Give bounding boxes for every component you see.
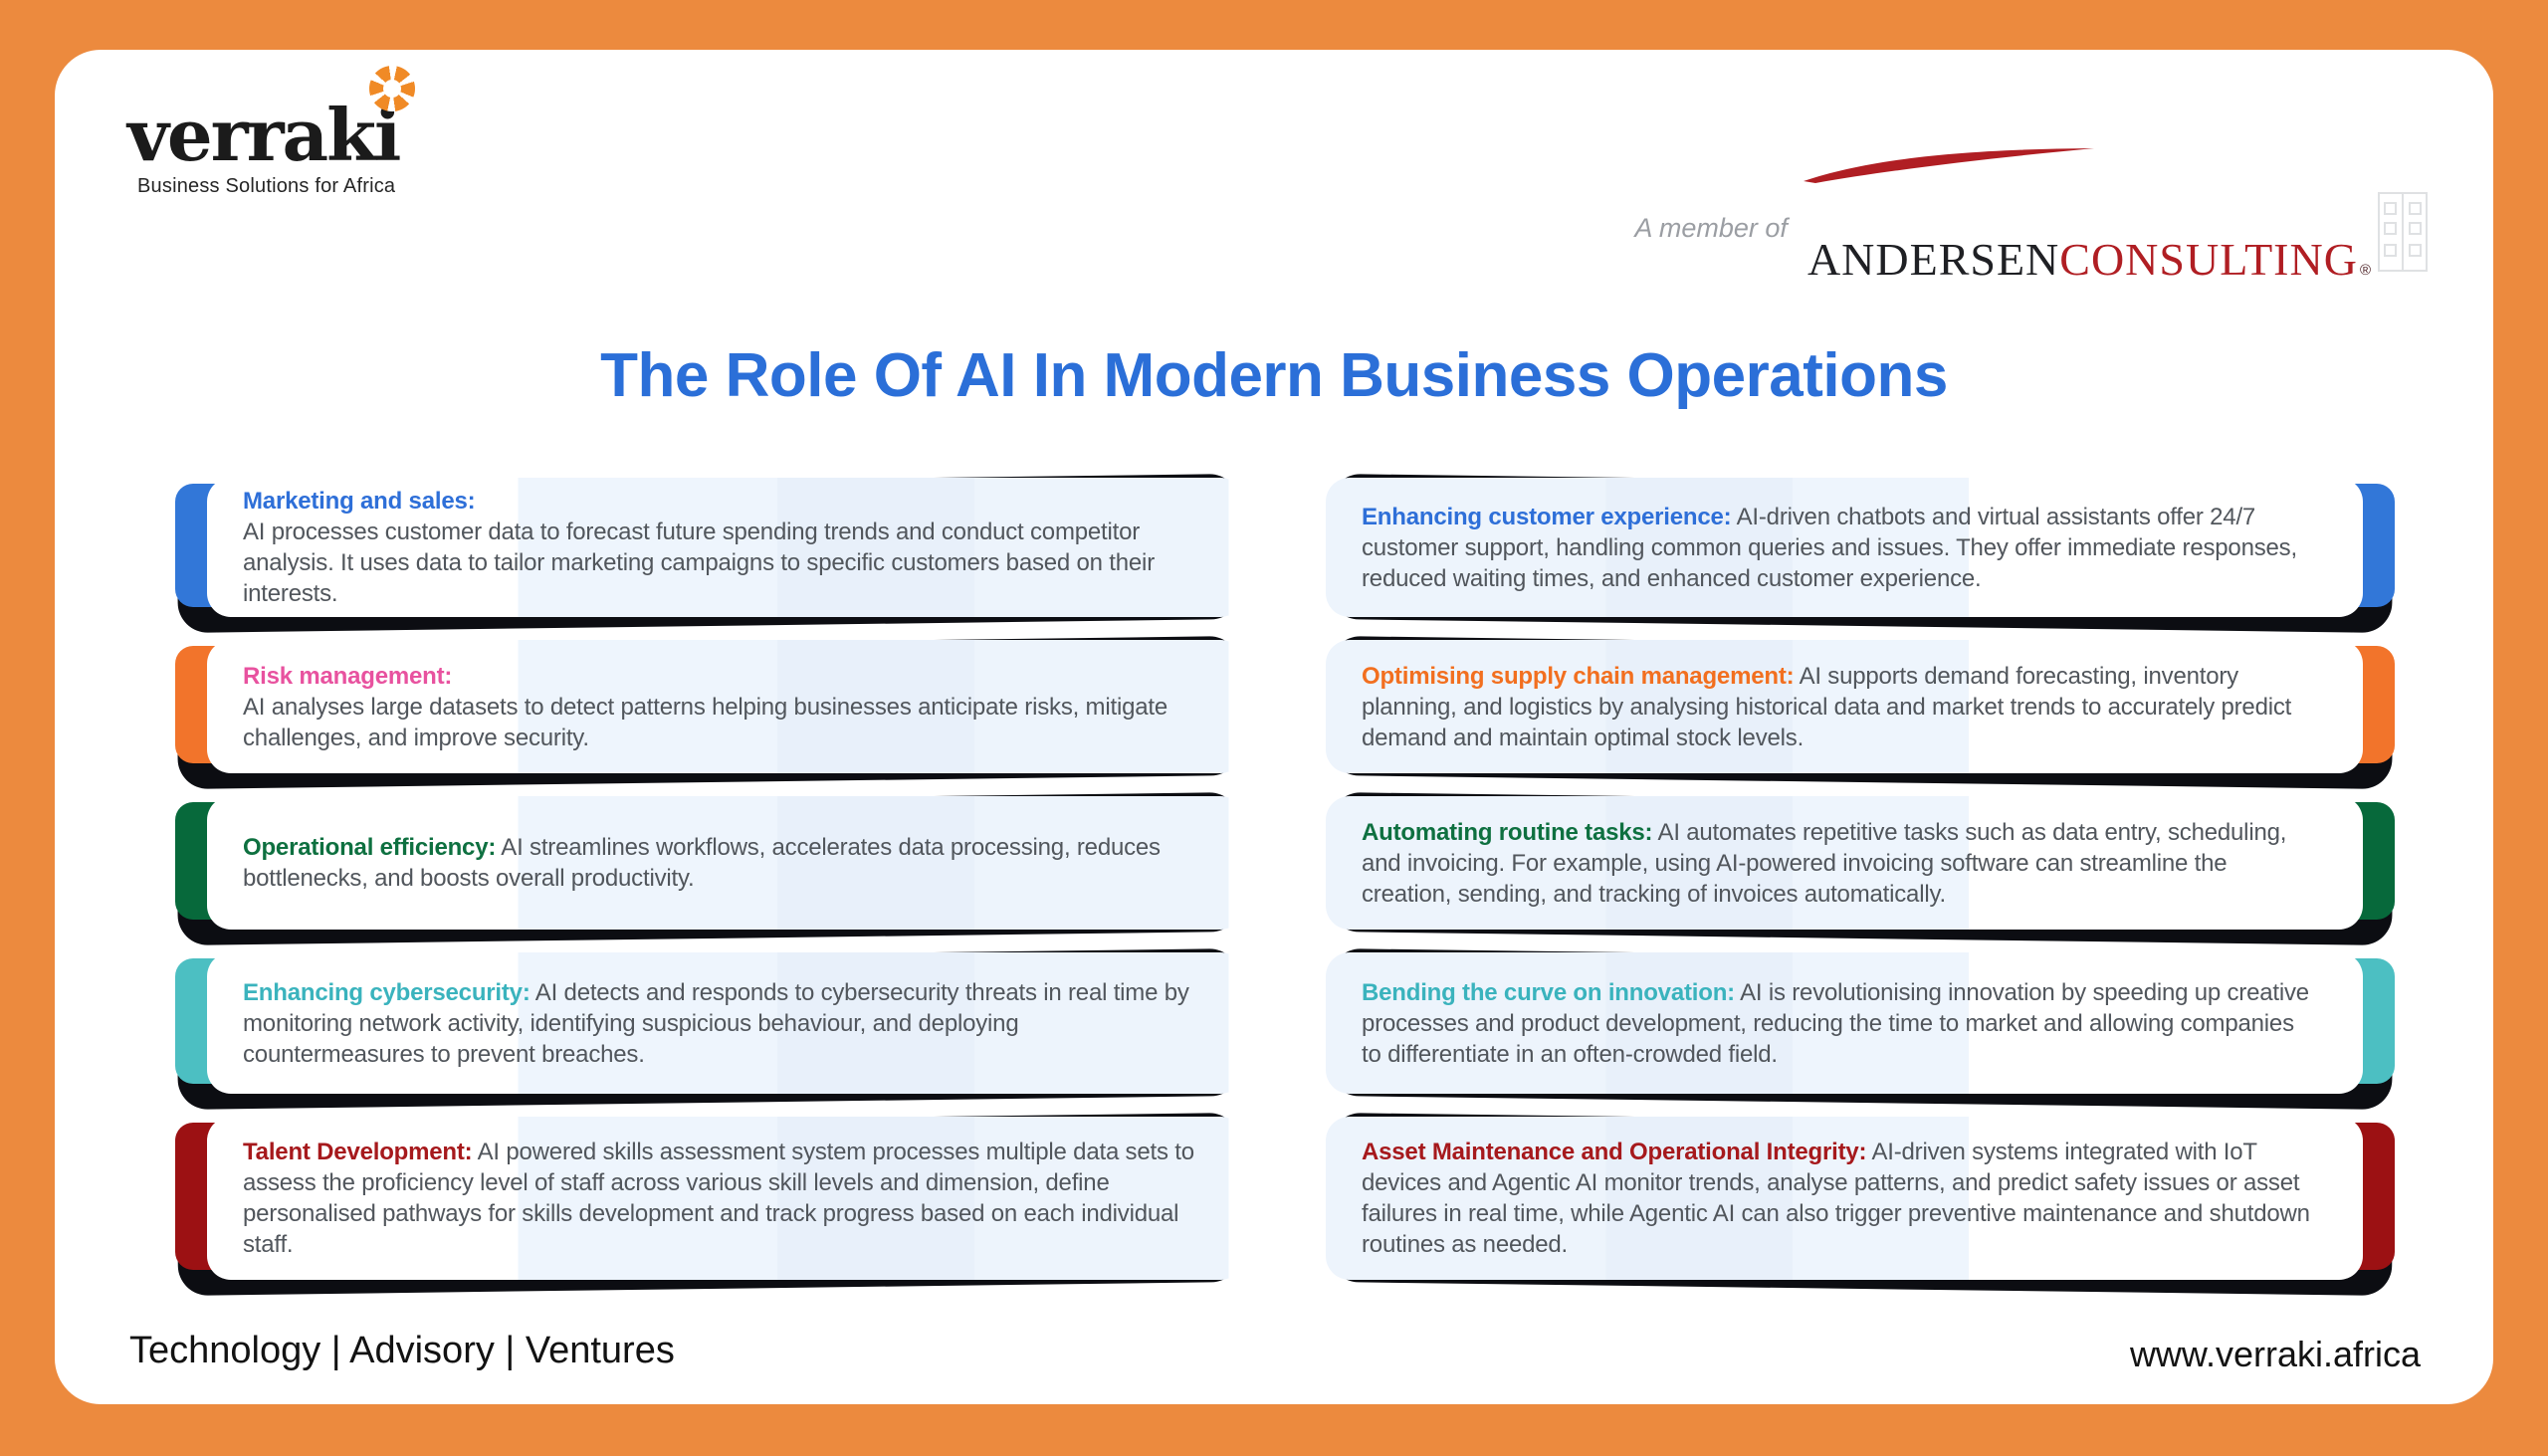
card-text: Optimising supply chain management: AI s… bbox=[1362, 661, 2318, 753]
andersen-consulting-logo: ANDERSEN CONSULTING ® bbox=[1803, 148, 2429, 286]
card-body: AI analyses large datasets to detect pat… bbox=[243, 693, 1168, 751]
card-heading: Marketing and sales: bbox=[243, 488, 476, 515]
registered-mark: ® bbox=[2359, 262, 2371, 279]
card-face: Operational efficiency: AI streamlines w… bbox=[207, 796, 1244, 930]
card-text: Talent Development: AI powered skills as… bbox=[243, 1137, 1199, 1260]
verraki-tagline: Business Solutions for Africa bbox=[137, 175, 396, 197]
info-card: Risk management: AI analyses large datas… bbox=[175, 636, 1244, 789]
card-text: Bending the curve on innovation: AI is r… bbox=[1362, 977, 2318, 1070]
card-face: Risk management: AI analyses large datas… bbox=[207, 640, 1244, 773]
card-heading: Asset Maintenance and Operational Integr… bbox=[1362, 1139, 1867, 1165]
info-card: Asset Maintenance and Operational Integr… bbox=[1326, 1113, 2395, 1296]
consulting-label: CONSULTING bbox=[2059, 234, 2358, 285]
info-card: Enhancing customer experience: AI-driven… bbox=[1326, 474, 2395, 633]
card-heading: Risk management: bbox=[243, 662, 453, 690]
card-body: AI-driven systems integrated with IoT de… bbox=[1362, 1139, 2310, 1258]
info-card: Marketing and sales: AI processes custom… bbox=[175, 474, 1244, 633]
card-body: AI-driven chatbots and virtual assistant… bbox=[1362, 503, 2297, 592]
cards-column-right: Enhancing customer experience: AI-driven… bbox=[1326, 474, 2395, 1296]
info-card: Enhancing cybersecurity: AI detects and … bbox=[175, 948, 1244, 1110]
card-body: AI processes customer data to forecast f… bbox=[243, 519, 1155, 607]
card-heading: Enhancing cybersecurity: bbox=[243, 978, 531, 1006]
andersen-label: ANDERSEN bbox=[1806, 234, 2060, 285]
card-body: AI supports demand forecasting, inventor… bbox=[1362, 662, 2292, 751]
door-icon bbox=[2378, 192, 2428, 272]
cards-column-left: Marketing and sales: AI processes custom… bbox=[175, 474, 1244, 1296]
card-heading: Bending the curve on innovation: bbox=[1362, 978, 1735, 1006]
card-heading: Talent Development: bbox=[243, 1139, 473, 1165]
card-text: Enhancing cybersecurity: AI detects and … bbox=[243, 977, 1199, 1070]
verraki-logo: verraki Business Solutions for Africa bbox=[127, 66, 416, 198]
card-heading: Enhancing customer experience: bbox=[1362, 503, 1732, 530]
info-card: Talent Development: AI powered skills as… bbox=[175, 1113, 1244, 1296]
card-face: Marketing and sales: AI processes custom… bbox=[207, 478, 1244, 617]
card-text: Enhancing customer experience: AI-driven… bbox=[1362, 502, 2318, 594]
card-face: Enhancing cybersecurity: AI detects and … bbox=[207, 952, 1244, 1094]
member-prefix-label: A member of bbox=[1634, 213, 1788, 243]
card-face: Automating routine tasks: AI automates r… bbox=[1326, 796, 2363, 930]
cards-grid: Marketing and sales: AI processes custom… bbox=[175, 474, 2395, 1296]
card-face: Asset Maintenance and Operational Integr… bbox=[1326, 1117, 2363, 1280]
card-body: AI powered skills assessment system proc… bbox=[243, 1139, 1194, 1258]
card-face: Optimising supply chain management: AI s… bbox=[1326, 640, 2363, 773]
footer-website: www.verraki.africa bbox=[2129, 1334, 2421, 1374]
info-card: Automating routine tasks: AI automates r… bbox=[1326, 792, 2395, 945]
info-card: Optimising supply chain management: AI s… bbox=[1326, 636, 2395, 789]
card-heading: Operational efficiency: bbox=[243, 834, 497, 861]
card-face: Enhancing customer experience: AI-driven… bbox=[1326, 478, 2363, 617]
card-body: AI is revolutionising innovation by spee… bbox=[1362, 978, 2309, 1068]
card-body: AI automates repetitive tasks such as da… bbox=[1362, 818, 2287, 908]
card-heading: Automating routine tasks: bbox=[1362, 818, 1653, 846]
card-text: Automating routine tasks: AI automates r… bbox=[1362, 817, 2318, 910]
andersen-membership: A member of ANDERSEN CONSULTING ® bbox=[1634, 148, 2429, 286]
page-title: The Role Of AI In Modern Business Operat… bbox=[600, 341, 1948, 410]
card-text: Asset Maintenance and Operational Integr… bbox=[1362, 1137, 2318, 1260]
card-text: Risk management: AI analyses large datas… bbox=[243, 661, 1199, 753]
card-text: Operational efficiency: AI streamlines w… bbox=[243, 832, 1199, 894]
swoosh-icon bbox=[1803, 148, 2094, 183]
card-body: AI detects and responds to cybersecurity… bbox=[243, 978, 1189, 1068]
card-body: AI streamlines workflows, accelerates da… bbox=[243, 834, 1161, 892]
aperture-icon bbox=[369, 66, 416, 111]
card-face: Bending the curve on innovation: AI is r… bbox=[1326, 952, 2363, 1094]
info-card: Operational efficiency: AI streamlines w… bbox=[175, 792, 1244, 945]
verraki-wordmark: verraki bbox=[127, 93, 401, 177]
card-heading: Optimising supply chain management: bbox=[1362, 662, 1795, 690]
info-card: Bending the curve on innovation: AI is r… bbox=[1326, 948, 2395, 1110]
card-text: Marketing and sales: AI processes custom… bbox=[243, 486, 1199, 609]
footer-services: Technology | Advisory | Ventures bbox=[129, 1330, 675, 1371]
card-face: Talent Development: AI powered skills as… bbox=[207, 1117, 1244, 1280]
